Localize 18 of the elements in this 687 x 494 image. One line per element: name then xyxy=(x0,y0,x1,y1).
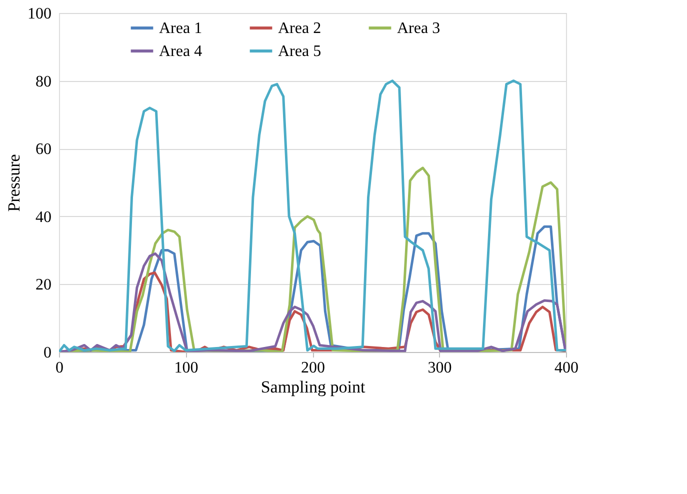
y-tick-label: 100 xyxy=(28,6,52,22)
y-tick-label: 40 xyxy=(36,208,52,226)
legend-label: Area 3 xyxy=(397,20,440,37)
x-tick-label: 400 xyxy=(554,360,578,376)
y-axis-title: Pressure xyxy=(4,154,24,212)
y-tick-label: 20 xyxy=(36,276,52,294)
y-tick-label: 0 xyxy=(44,344,52,362)
x-tick-label: 300 xyxy=(428,360,452,376)
y-tick-label: 60 xyxy=(36,141,52,158)
x-tick-label: 200 xyxy=(301,360,325,376)
legend-label: Area 2 xyxy=(278,20,322,37)
legend-label: Area 1 xyxy=(159,20,202,37)
x-tick-label: 0 xyxy=(56,360,64,376)
x-axis-title: Sampling point xyxy=(260,378,366,396)
y-tick-label: 80 xyxy=(36,73,52,90)
legend-label: Area 4 xyxy=(159,43,202,60)
x-tick-label: 100 xyxy=(174,360,198,376)
legend-label: Area 5 xyxy=(278,43,322,60)
